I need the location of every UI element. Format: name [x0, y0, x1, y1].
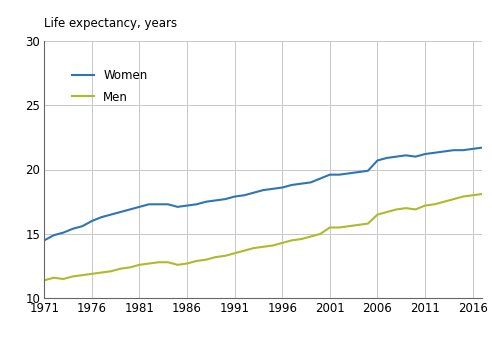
Women: [270, 187, 276, 191]
Text: Life expectancy, years: Life expectancy, years: [44, 17, 178, 31]
Men: [422, 203, 428, 207]
Men: [327, 225, 333, 230]
Men: [51, 276, 57, 280]
Women: [431, 151, 437, 155]
Men: [127, 265, 133, 270]
Women: [232, 195, 238, 199]
Men: [175, 263, 181, 267]
Men: [337, 225, 342, 230]
Men: [118, 267, 123, 271]
Men: [232, 251, 238, 255]
Men: [203, 258, 209, 262]
Men: [308, 235, 314, 239]
Men: [79, 273, 85, 277]
Men: [241, 248, 247, 253]
Men: [403, 206, 409, 210]
Women: [394, 155, 400, 159]
Women: [479, 145, 485, 149]
Men: [155, 260, 161, 264]
Women: [70, 227, 76, 231]
Women: [222, 197, 228, 201]
Women: [422, 152, 428, 156]
Women: [136, 205, 142, 209]
Men: [61, 277, 66, 281]
Line: Women: Women: [44, 147, 482, 240]
Women: [355, 170, 361, 174]
Men: [89, 272, 95, 276]
Women: [165, 202, 171, 206]
Women: [98, 215, 104, 219]
Men: [394, 207, 400, 212]
Men: [355, 223, 361, 227]
Men: [136, 263, 142, 267]
Women: [260, 188, 266, 192]
Women: [365, 169, 371, 173]
Women: [308, 180, 314, 184]
Women: [251, 191, 257, 195]
Women: [460, 148, 466, 152]
Women: [184, 203, 190, 207]
Men: [317, 232, 323, 236]
Women: [337, 173, 342, 177]
Women: [203, 200, 209, 204]
Men: [289, 238, 295, 242]
Women: [61, 231, 66, 235]
Men: [431, 202, 437, 206]
Men: [451, 197, 457, 201]
Men: [413, 207, 419, 212]
Women: [346, 171, 352, 175]
Women: [298, 182, 304, 186]
Women: [327, 173, 333, 177]
Women: [146, 202, 152, 206]
Women: [89, 219, 95, 223]
Women: [108, 213, 114, 217]
Men: [470, 193, 476, 197]
Men: [279, 241, 285, 245]
Men: [146, 261, 152, 265]
Women: [175, 205, 181, 209]
Men: [346, 224, 352, 228]
Women: [279, 185, 285, 190]
Legend: Women, Men: Women, Men: [68, 65, 152, 108]
Women: [470, 147, 476, 151]
Men: [298, 237, 304, 241]
Women: [41, 238, 47, 242]
Women: [51, 233, 57, 237]
Men: [260, 245, 266, 249]
Men: [460, 195, 466, 199]
Women: [289, 183, 295, 187]
Women: [441, 149, 447, 154]
Men: [108, 269, 114, 273]
Women: [79, 224, 85, 228]
Women: [127, 207, 133, 212]
Women: [451, 148, 457, 152]
Men: [365, 222, 371, 226]
Men: [194, 259, 200, 263]
Women: [213, 198, 218, 202]
Men: [222, 254, 228, 258]
Men: [165, 260, 171, 264]
Men: [41, 278, 47, 282]
Women: [155, 202, 161, 206]
Men: [479, 192, 485, 196]
Men: [374, 213, 380, 217]
Women: [403, 153, 409, 157]
Men: [213, 255, 218, 259]
Women: [194, 202, 200, 206]
Men: [384, 210, 390, 214]
Men: [70, 274, 76, 278]
Women: [118, 210, 123, 214]
Women: [413, 155, 419, 159]
Line: Men: Men: [44, 194, 482, 280]
Men: [441, 200, 447, 204]
Women: [374, 158, 380, 162]
Women: [317, 177, 323, 181]
Men: [270, 243, 276, 247]
Men: [98, 271, 104, 275]
Women: [241, 193, 247, 197]
Women: [384, 156, 390, 160]
Men: [251, 246, 257, 250]
Men: [184, 261, 190, 265]
